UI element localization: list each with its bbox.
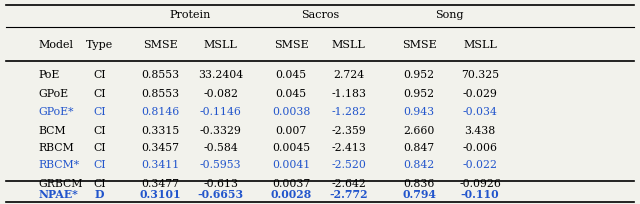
Text: -0.029: -0.029 [463, 89, 497, 99]
Text: BCM: BCM [38, 125, 66, 136]
Text: PoE: PoE [38, 70, 60, 81]
Text: 2.724: 2.724 [333, 70, 364, 81]
Text: -0.022: -0.022 [463, 160, 497, 170]
Text: Protein: Protein [170, 10, 211, 20]
Text: CI: CI [93, 143, 106, 153]
Text: 0.007: 0.007 [276, 125, 307, 136]
Text: 2.660: 2.660 [403, 125, 435, 136]
Text: MSLL: MSLL [204, 40, 237, 50]
Text: -2.642: -2.642 [332, 178, 366, 189]
Text: Type: Type [86, 40, 113, 50]
Text: -1.183: -1.183 [332, 89, 366, 99]
Text: -0.584: -0.584 [204, 143, 238, 153]
Text: GPoE: GPoE [38, 89, 68, 99]
Text: 0.842: 0.842 [404, 160, 435, 170]
Text: 0.3101: 0.3101 [139, 189, 181, 200]
Text: CI: CI [93, 107, 106, 117]
Text: -2.520: -2.520 [332, 160, 366, 170]
Text: 0.8553: 0.8553 [141, 89, 179, 99]
Text: 0.943: 0.943 [404, 107, 435, 117]
Text: 0.3477: 0.3477 [141, 178, 179, 189]
Text: 0.3411: 0.3411 [141, 160, 179, 170]
Text: -0.006: -0.006 [463, 143, 497, 153]
Text: 0.847: 0.847 [404, 143, 435, 153]
Text: 0.8146: 0.8146 [141, 107, 179, 117]
Text: GPoE*: GPoE* [38, 107, 74, 117]
Text: CI: CI [93, 70, 106, 81]
Text: -1.282: -1.282 [332, 107, 366, 117]
Text: GRBCM: GRBCM [38, 178, 83, 189]
Text: -2.359: -2.359 [332, 125, 366, 136]
Text: RBCM*: RBCM* [38, 160, 79, 170]
Text: MSLL: MSLL [463, 40, 497, 50]
Text: 3.438: 3.438 [465, 125, 495, 136]
Text: -0.034: -0.034 [463, 107, 497, 117]
Text: RBCM: RBCM [38, 143, 74, 153]
Text: MSLL: MSLL [332, 40, 365, 50]
Text: 70.325: 70.325 [461, 70, 499, 81]
Text: 0.045: 0.045 [276, 70, 307, 81]
Text: -0.613: -0.613 [204, 178, 238, 189]
Text: -0.0926: -0.0926 [459, 178, 501, 189]
Text: 0.0041: 0.0041 [272, 160, 310, 170]
Text: SMSE: SMSE [143, 40, 177, 50]
Text: Model: Model [38, 40, 74, 50]
Text: -2.413: -2.413 [332, 143, 366, 153]
Text: -0.110: -0.110 [461, 189, 499, 200]
Text: 0.952: 0.952 [404, 89, 435, 99]
Text: 0.045: 0.045 [276, 89, 307, 99]
Text: Sacros: Sacros [301, 10, 339, 20]
Text: -0.5953: -0.5953 [200, 160, 242, 170]
Text: -0.3329: -0.3329 [200, 125, 242, 136]
Text: D: D [95, 189, 104, 200]
Text: CI: CI [93, 160, 106, 170]
Text: -0.6653: -0.6653 [198, 189, 244, 200]
Text: 0.3315: 0.3315 [141, 125, 179, 136]
Text: Song: Song [435, 10, 464, 20]
Text: -2.772: -2.772 [330, 189, 368, 200]
Text: -0.082: -0.082 [204, 89, 238, 99]
Text: NPAE*: NPAE* [38, 189, 78, 200]
Text: 0.3457: 0.3457 [141, 143, 179, 153]
Text: CI: CI [93, 89, 106, 99]
Text: 33.2404: 33.2404 [198, 70, 243, 81]
Text: SMSE: SMSE [274, 40, 308, 50]
Text: 0.0037: 0.0037 [272, 178, 310, 189]
Text: 0.0028: 0.0028 [271, 189, 312, 200]
Text: CI: CI [93, 178, 106, 189]
Text: SMSE: SMSE [402, 40, 436, 50]
Text: 0.8553: 0.8553 [141, 70, 179, 81]
Text: CI: CI [93, 125, 106, 136]
Text: 0.0045: 0.0045 [272, 143, 310, 153]
Text: 0.952: 0.952 [404, 70, 435, 81]
Text: 0.836: 0.836 [403, 178, 435, 189]
Text: 0.794: 0.794 [403, 189, 436, 200]
Text: -0.1146: -0.1146 [200, 107, 242, 117]
Text: 0.0038: 0.0038 [272, 107, 310, 117]
